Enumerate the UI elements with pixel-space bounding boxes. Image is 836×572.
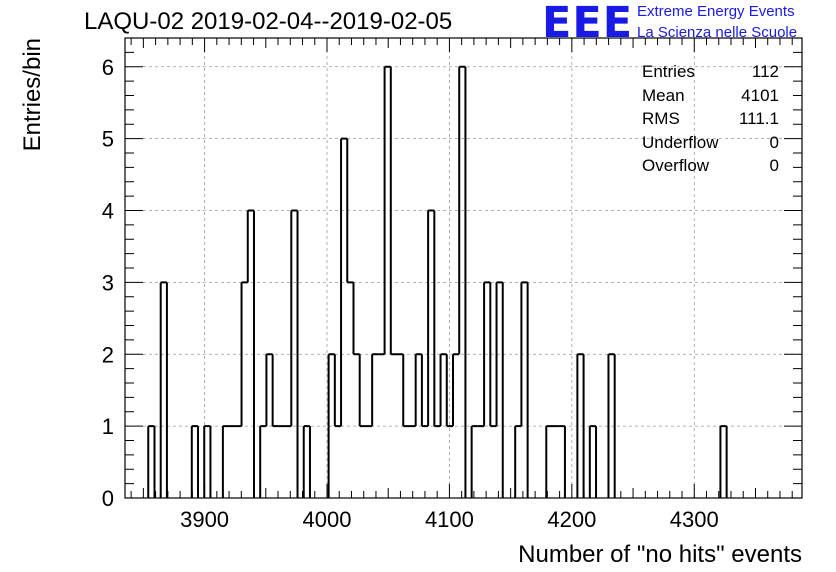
stat-value: 4101 [741,85,779,105]
y-tick-label: 1 [102,414,114,439]
stat-label: Mean [642,85,685,105]
logo-text-line-1: Extreme Energy Events [637,3,795,20]
chart-title: LAQU-02 2019-02-04--2019-02-05 [84,8,453,35]
stats-box: Entries 112 Mean 4101 RMS 111.1 Underflo… [642,60,779,178]
stat-label: Entries [642,62,695,81]
stat-row-mean: Mean 4101 [642,84,779,108]
histogram-bars [147,65,728,498]
stat-label: Underflow [642,132,719,152]
tick-labels: 3900 4000 4100 4200 4300 0 1 2 3 4 5 6 [102,55,719,532]
y-tick-label: 6 [102,55,114,80]
x-tick-label: 3900 [180,507,229,532]
stat-label: Overflow [642,156,710,175]
x-tick-label: 4000 [303,507,352,532]
y-axis-label: Entries/bin [19,38,46,151]
x-axis-label: Number of "no hits" events [518,541,802,568]
y-tick-label: 2 [102,342,114,367]
y-tick-label: 3 [102,270,114,295]
stat-value: 0 [769,156,779,175]
stat-row-overflow: Overflow 0 [642,154,779,178]
logo-text-line-2: La Scienza nelle Scuole [637,24,798,41]
stat-label: RMS [642,109,680,128]
eee-logo: EEE [542,0,634,48]
y-tick-label: 5 [102,127,114,152]
y-tick-label: 0 [102,486,114,511]
x-tick-label: 4200 [547,507,596,532]
x-tick-label: 4300 [670,507,719,532]
stat-value: 112 [751,62,779,81]
y-tick-label: 4 [102,199,114,224]
stat-row-entries: Entries 112 [642,60,779,84]
stat-value: 0 [769,132,779,152]
stat-value: 111.1 [738,109,779,128]
stat-row-rms: RMS 111.1 [642,107,779,131]
x-tick-label: 4100 [425,507,474,532]
stat-row-underflow: Underflow 0 [642,131,779,155]
plot-frame [124,37,803,499]
